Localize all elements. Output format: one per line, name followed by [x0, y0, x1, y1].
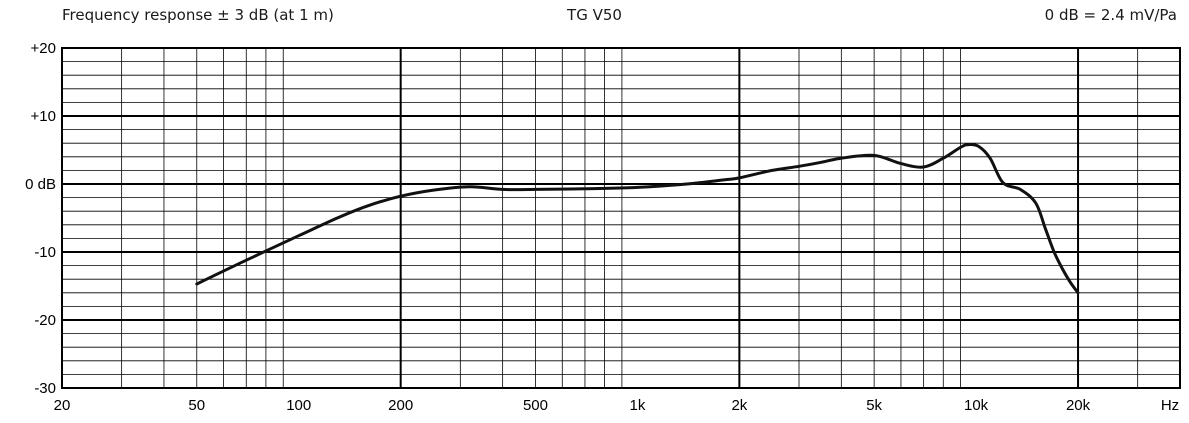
- y-tick-label: +20: [31, 40, 56, 57]
- plot-frame: [61, 47, 1181, 389]
- response-curve-layer: [195, 143, 1080, 295]
- x-tick-label: 5k: [866, 397, 882, 414]
- x-tick-label: 20k: [1066, 397, 1091, 414]
- y-tick-label: 0 dB: [25, 176, 56, 193]
- y-axis-labels: +20 +10 0 dB -10 -20 -30: [25, 40, 56, 397]
- y-tick-label: -10: [34, 244, 56, 261]
- response-curve: [195, 143, 1080, 295]
- chart-note-right: 0 dB = 2.4 mV/Pa: [1044, 6, 1177, 24]
- chart-note-left: Frequency response ± 3 dB (at 1 m): [62, 6, 334, 24]
- y-tick-label: -20: [34, 312, 56, 329]
- x-tick-label: 1k: [629, 397, 645, 414]
- x-tick-label: 500: [523, 397, 548, 414]
- x-tick-label: 10k: [964, 397, 989, 414]
- minor-grid: [62, 48, 1180, 388]
- x-axis-labels: 20 50 100 200 500 1k 2k 5k 10k 20k Hz: [54, 397, 1180, 414]
- x-tick-label: 100: [286, 397, 311, 414]
- x-tick-label: 20: [54, 397, 71, 414]
- chart-title: TG V50: [567, 6, 622, 24]
- x-tick-label: 50: [188, 397, 205, 414]
- x-tick-label: 200: [388, 397, 413, 414]
- major-grid: [62, 47, 1180, 389]
- x-tick-label: 2k: [731, 397, 747, 414]
- y-tick-label: +10: [31, 108, 56, 125]
- x-unit-label: Hz: [1161, 397, 1179, 414]
- y-tick-label: -30: [34, 380, 56, 397]
